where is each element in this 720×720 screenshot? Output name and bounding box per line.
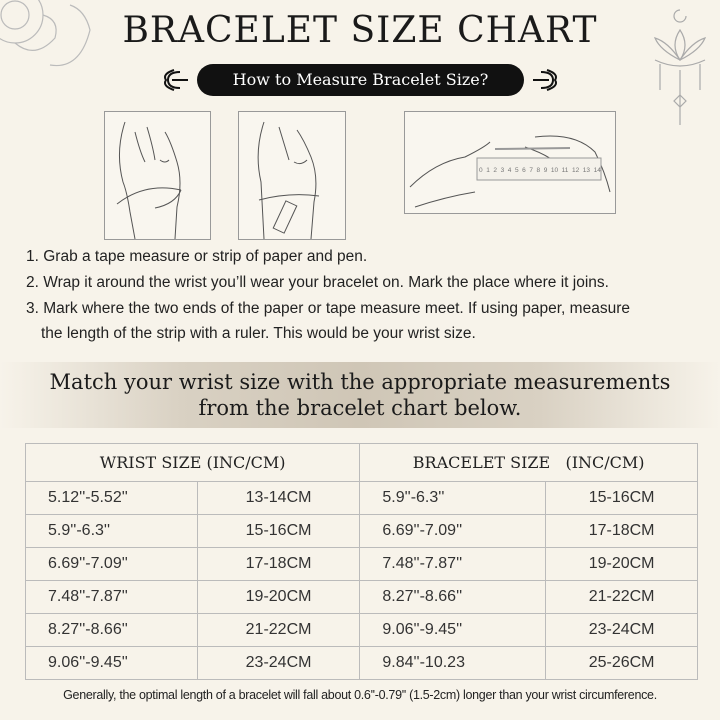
illustration-wrap-string <box>104 111 211 240</box>
hand-wrap-icon <box>116 121 182 240</box>
wrist-inches-cell: 8.27''-8.66'' <box>25 613 198 647</box>
table-row: 7.48''-7.87'' 19-20CM 8.27''-8.66'' 21-22CM <box>25 580 698 614</box>
wrist-cm-cell: 19-20CM <box>196 580 361 614</box>
ruler-scale: 0 1 2 3 4 5 6 7 8 9 10 11 12 13 14 <box>479 167 601 174</box>
match-banner <box>0 362 720 428</box>
ruler-number: 4 <box>507 167 512 174</box>
wrist-cm-cell: 13-14CM <box>196 481 361 515</box>
flourish-right-icon <box>533 69 557 91</box>
step-3: 3. Mark where the two ends of the paper … <box>26 300 630 317</box>
ruler-number: 10 <box>550 167 559 174</box>
ruler-number: 5 <box>514 167 519 174</box>
bracelet-cm-cell: 17-18CM <box>545 514 698 548</box>
bracelet-inches-cell: 6.69''-7.09'' <box>359 514 547 548</box>
ruler-number: 1 <box>486 167 490 174</box>
bracelet-inches-cell: 7.48''-7.87'' <box>359 547 547 581</box>
step-3-continued: the length of the strip with a ruler. Th… <box>41 325 476 342</box>
bracelet-inches-cell: 8.27''-8.66'' <box>359 580 547 614</box>
illustration-mark-pen <box>238 111 346 240</box>
bracelet-cm-cell: 21-22CM <box>545 580 698 614</box>
bracelet-size-header: BRACELET SIZE (INC/CM) <box>359 443 698 482</box>
wrist-inches-cell: 7.48''-7.87'' <box>25 580 198 614</box>
size-chart-table: WRIST SIZE (INC/CM) BRACELET SIZE (INC/C… <box>24 443 698 680</box>
table-row: 6.69''-7.09'' 17-18CM 7.48''-7.87'' 19-20CM <box>25 547 698 581</box>
ruler-number: 3 <box>500 167 505 174</box>
ruler-number: 8 <box>536 167 541 174</box>
page-title: BRACELET SIZE CHART <box>122 10 598 51</box>
wrist-cm-cell: 15-16CM <box>196 514 361 548</box>
wrist-cm-cell: 23-24CM <box>196 646 361 680</box>
step-1: 1. Grab a tape measure or strip of paper… <box>26 248 368 265</box>
how-to-measure-pill: How to Measure Bracelet Size? <box>197 64 524 96</box>
bracelet-cm-cell: 23-24CM <box>545 613 698 647</box>
ruler-number: 13 <box>582 167 591 174</box>
illustration-ruler: 0 1 2 3 4 5 6 7 8 9 10 11 12 13 14 <box>404 111 616 214</box>
table-row: 9.06''-9.45'' 23-24CM 9.84''-10.23 25-26CM <box>25 646 698 680</box>
bracelet-cm-cell: 19-20CM <box>545 547 698 581</box>
banner-line-2: from the bracelet chart below. <box>198 396 522 420</box>
table-row: 5.9''-6.3'' 15-16CM 6.69''-7.09'' 17-18CM <box>25 514 698 548</box>
hands-ruler-icon <box>409 135 611 208</box>
bracelet-inches-cell: 9.84''-10.23 <box>359 646 547 680</box>
footer-note: Generally, the optimal length of a brace… <box>63 688 657 702</box>
wrist-inches-cell: 9.06''-9.45'' <box>25 646 198 680</box>
ruler-number: 14 <box>593 167 601 174</box>
ruler-number: 9 <box>543 167 548 174</box>
wrist-inches-cell: 6.69''-7.09'' <box>25 547 198 581</box>
wrist-cm-cell: 17-18CM <box>196 547 361 581</box>
wrist-cm-cell: 21-22CM <box>196 613 361 647</box>
mandala-decoration-icon <box>0 0 91 67</box>
table-row: 5.12''-5.52'' 13-14CM 5.9''-6.3'' 15-16CM <box>25 481 698 515</box>
lotus-pendant-decoration-icon <box>653 9 707 125</box>
bracelet-inches-cell: 9.06''-9.45'' <box>359 613 547 647</box>
step-2: 2. Wrap it around the wrist you’ll wear … <box>26 274 609 291</box>
wrist-inches-cell: 5.9''-6.3'' <box>25 514 198 548</box>
ruler-number: 12 <box>571 167 580 174</box>
table-header-row: WRIST SIZE (INC/CM) BRACELET SIZE (INC/C… <box>24 443 698 482</box>
ruler-number: 11 <box>561 167 569 174</box>
ruler-number: 2 <box>493 167 497 174</box>
ruler-number: 6 <box>522 167 526 174</box>
ruler-number: 0 <box>479 167 483 174</box>
bracelet-cm-cell: 25-26CM <box>545 646 698 680</box>
bracelet-inches-cell: 5.9''-6.3'' <box>359 481 547 515</box>
bracelet-cm-cell: 15-16CM <box>545 481 698 515</box>
ruler-number: 7 <box>529 167 533 174</box>
flourish-left-icon <box>164 69 188 91</box>
wrist-inches-cell: 5.12''-5.52'' <box>25 481 198 515</box>
hand-pen-icon <box>257 121 320 240</box>
wrist-size-header: WRIST SIZE (INC/CM) <box>24 443 361 482</box>
banner-line-1: Match your wrist size with the appropria… <box>49 370 671 394</box>
table-row: 8.27''-8.66'' 21-22CM 9.06''-9.45'' 23-24CM <box>25 613 698 647</box>
